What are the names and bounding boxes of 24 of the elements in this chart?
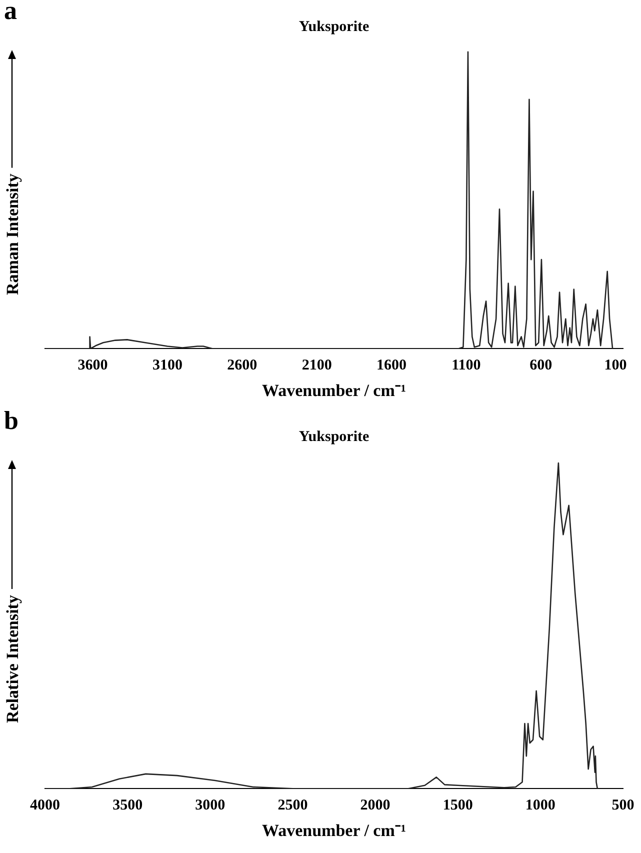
x-tick-label: 2000 — [360, 797, 390, 814]
chart-title: Yuksporite — [298, 18, 370, 35]
x-tick-label: 4000 — [30, 797, 60, 814]
x-tick-label: 2500 — [278, 797, 308, 814]
text: a — [4, 0, 17, 26]
x-tick-label: 3100 — [152, 357, 182, 374]
text: b — [4, 406, 18, 436]
x-tick-label: 600 — [530, 357, 552, 374]
x-tick-label: 3600 — [78, 357, 108, 374]
x-axis-title: Wavenumber / cm⁻¹ — [262, 381, 406, 400]
x-tick-label: 3500 — [112, 797, 143, 814]
x-axis-title: Wavenumber / cm⁻¹ — [262, 821, 406, 840]
x-tick-label: 3000 — [195, 797, 226, 814]
x-tick-label: 1000 — [525, 797, 556, 814]
chart-title: Yuksporite — [298, 428, 370, 445]
x-tick-label: 2100 — [302, 357, 332, 374]
x-tick-label: 100 — [604, 357, 627, 374]
x-tick-label: 1500 — [442, 797, 473, 814]
x-tick-label: 1100 — [452, 357, 481, 374]
y-axis-title: Raman Intensity — [3, 173, 23, 295]
x-tick-label: 500 — [612, 797, 634, 814]
x-tick-label: 2600 — [227, 357, 258, 374]
x-tick-label: 1600 — [376, 357, 406, 374]
y-axis-title: Relative Intensity — [3, 595, 23, 724]
